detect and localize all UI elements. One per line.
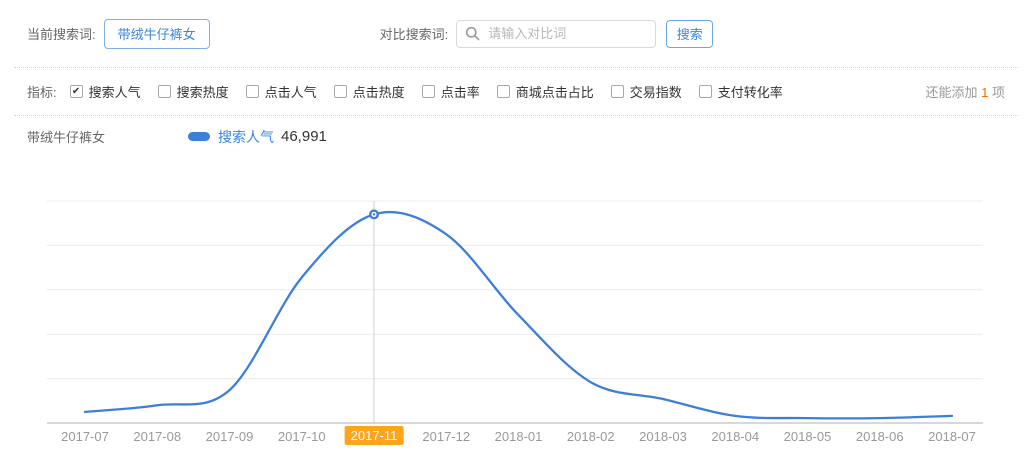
legend-term: 带绒牛仔裤女 — [27, 130, 106, 145]
metric-option-label: 搜索热度 — [176, 85, 229, 100]
checkbox-unchecked-icon[interactable] — [610, 85, 624, 98]
metric-option-4[interactable]: 点击率 — [421, 82, 480, 101]
compare-search-input-wrapper[interactable] — [456, 19, 657, 48]
checkbox-unchecked-icon[interactable] — [496, 85, 510, 98]
metrics-label: 指标: — [27, 85, 57, 100]
metric-option-6[interactable]: 交易指数 — [610, 82, 682, 101]
legend-series-value: 46,991 — [281, 128, 327, 145]
x-axis-tick: 2017-07 — [61, 429, 109, 444]
data-point-marker[interactable] — [372, 213, 376, 216]
checkbox-unchecked-icon[interactable] — [698, 85, 712, 98]
x-axis-tick: 2018-07 — [928, 429, 976, 444]
metric-option-label: 支付转化率 — [717, 85, 783, 100]
metric-option-2[interactable]: 点击人气 — [245, 82, 317, 101]
metric-option-5[interactable]: 商城点击占比 — [496, 82, 594, 101]
checkbox-unchecked-icon[interactable] — [245, 85, 259, 98]
search-icon — [465, 26, 480, 41]
x-axis-tick: 2018-03 — [639, 429, 687, 444]
checkbox-unchecked-icon[interactable] — [157, 85, 171, 98]
remaining-count: 1 — [981, 85, 989, 100]
legend-series-name[interactable]: 搜索人气 — [218, 128, 274, 145]
metric-option-0[interactable]: ✔ 搜索人气 — [69, 82, 141, 101]
line-series-search-popularity[interactable] — [83, 210, 954, 420]
metric-option-label: 点击热度 — [352, 85, 405, 100]
chart-canvas[interactable] — [0, 157, 1032, 457]
metric-option-label: 商城点击占比 — [515, 85, 594, 100]
trend-line-chart[interactable]: 2017-07 2017-08 2017-09 2017-10 2017-11 2017-… — [0, 157, 1032, 457]
checkbox-unchecked-icon[interactable] — [421, 85, 435, 98]
compare-search-input[interactable] — [486, 25, 648, 42]
x-axis-tick-highlighted: 2017-11 — [344, 426, 404, 445]
search-button[interactable]: 搜索 — [666, 19, 714, 48]
current-search-term-label: 当前搜索词: — [27, 27, 96, 42]
divider — [14, 67, 1018, 68]
remaining-quota: 还能添加 1 项 — [925, 85, 1005, 100]
metric-option-label: 点击率 — [440, 85, 480, 100]
search-term-bar: 当前搜索词: 带绒牛仔裤女 对比搜索词: 搜索 — [0, 0, 1032, 67]
metric-option-7[interactable]: 支付转化率 — [698, 82, 783, 101]
metric-option-label: 搜索人气 — [88, 85, 141, 100]
x-axis-tick: 2018-04 — [711, 429, 760, 444]
current-search-term-button[interactable]: 带绒牛仔裤女 — [103, 18, 210, 49]
checkbox-unchecked-icon[interactable] — [333, 85, 347, 98]
x-axis-tick: 2018-01 — [494, 429, 543, 444]
x-axis-tick: 2017-08 — [133, 429, 182, 444]
x-axis-tick: 2018-06 — [855, 429, 904, 444]
divider — [14, 115, 1018, 116]
x-axis-tick: 2017-09 — [205, 429, 254, 444]
legend-line-marker — [188, 132, 210, 141]
checkbox-checked-icon[interactable]: ✔ — [69, 85, 83, 98]
x-axis-tick: 2017-12 — [422, 429, 471, 444]
compare-search-term-label: 对比搜索词: — [379, 27, 449, 42]
x-axis-tick: 2018-05 — [783, 429, 832, 444]
metric-option-label: 点击人气 — [264, 85, 317, 100]
metric-option-3[interactable]: 点击热度 — [333, 82, 405, 101]
metric-option-label: 交易指数 — [629, 85, 682, 100]
x-axis-tick: 2017-10 — [277, 429, 326, 444]
chart-legend: 带绒牛仔裤女 搜索人气 46,991 — [0, 116, 1032, 157]
metric-option-1[interactable]: 搜索热度 — [157, 82, 229, 101]
x-axis-tick: 2018-02 — [566, 429, 615, 444]
metrics-bar: 指标: ✔ 搜索人气 搜索热度 点击人气 点击热度 点击率 商城点击占比 交易指数 支付转化率 … — [0, 68, 1032, 115]
